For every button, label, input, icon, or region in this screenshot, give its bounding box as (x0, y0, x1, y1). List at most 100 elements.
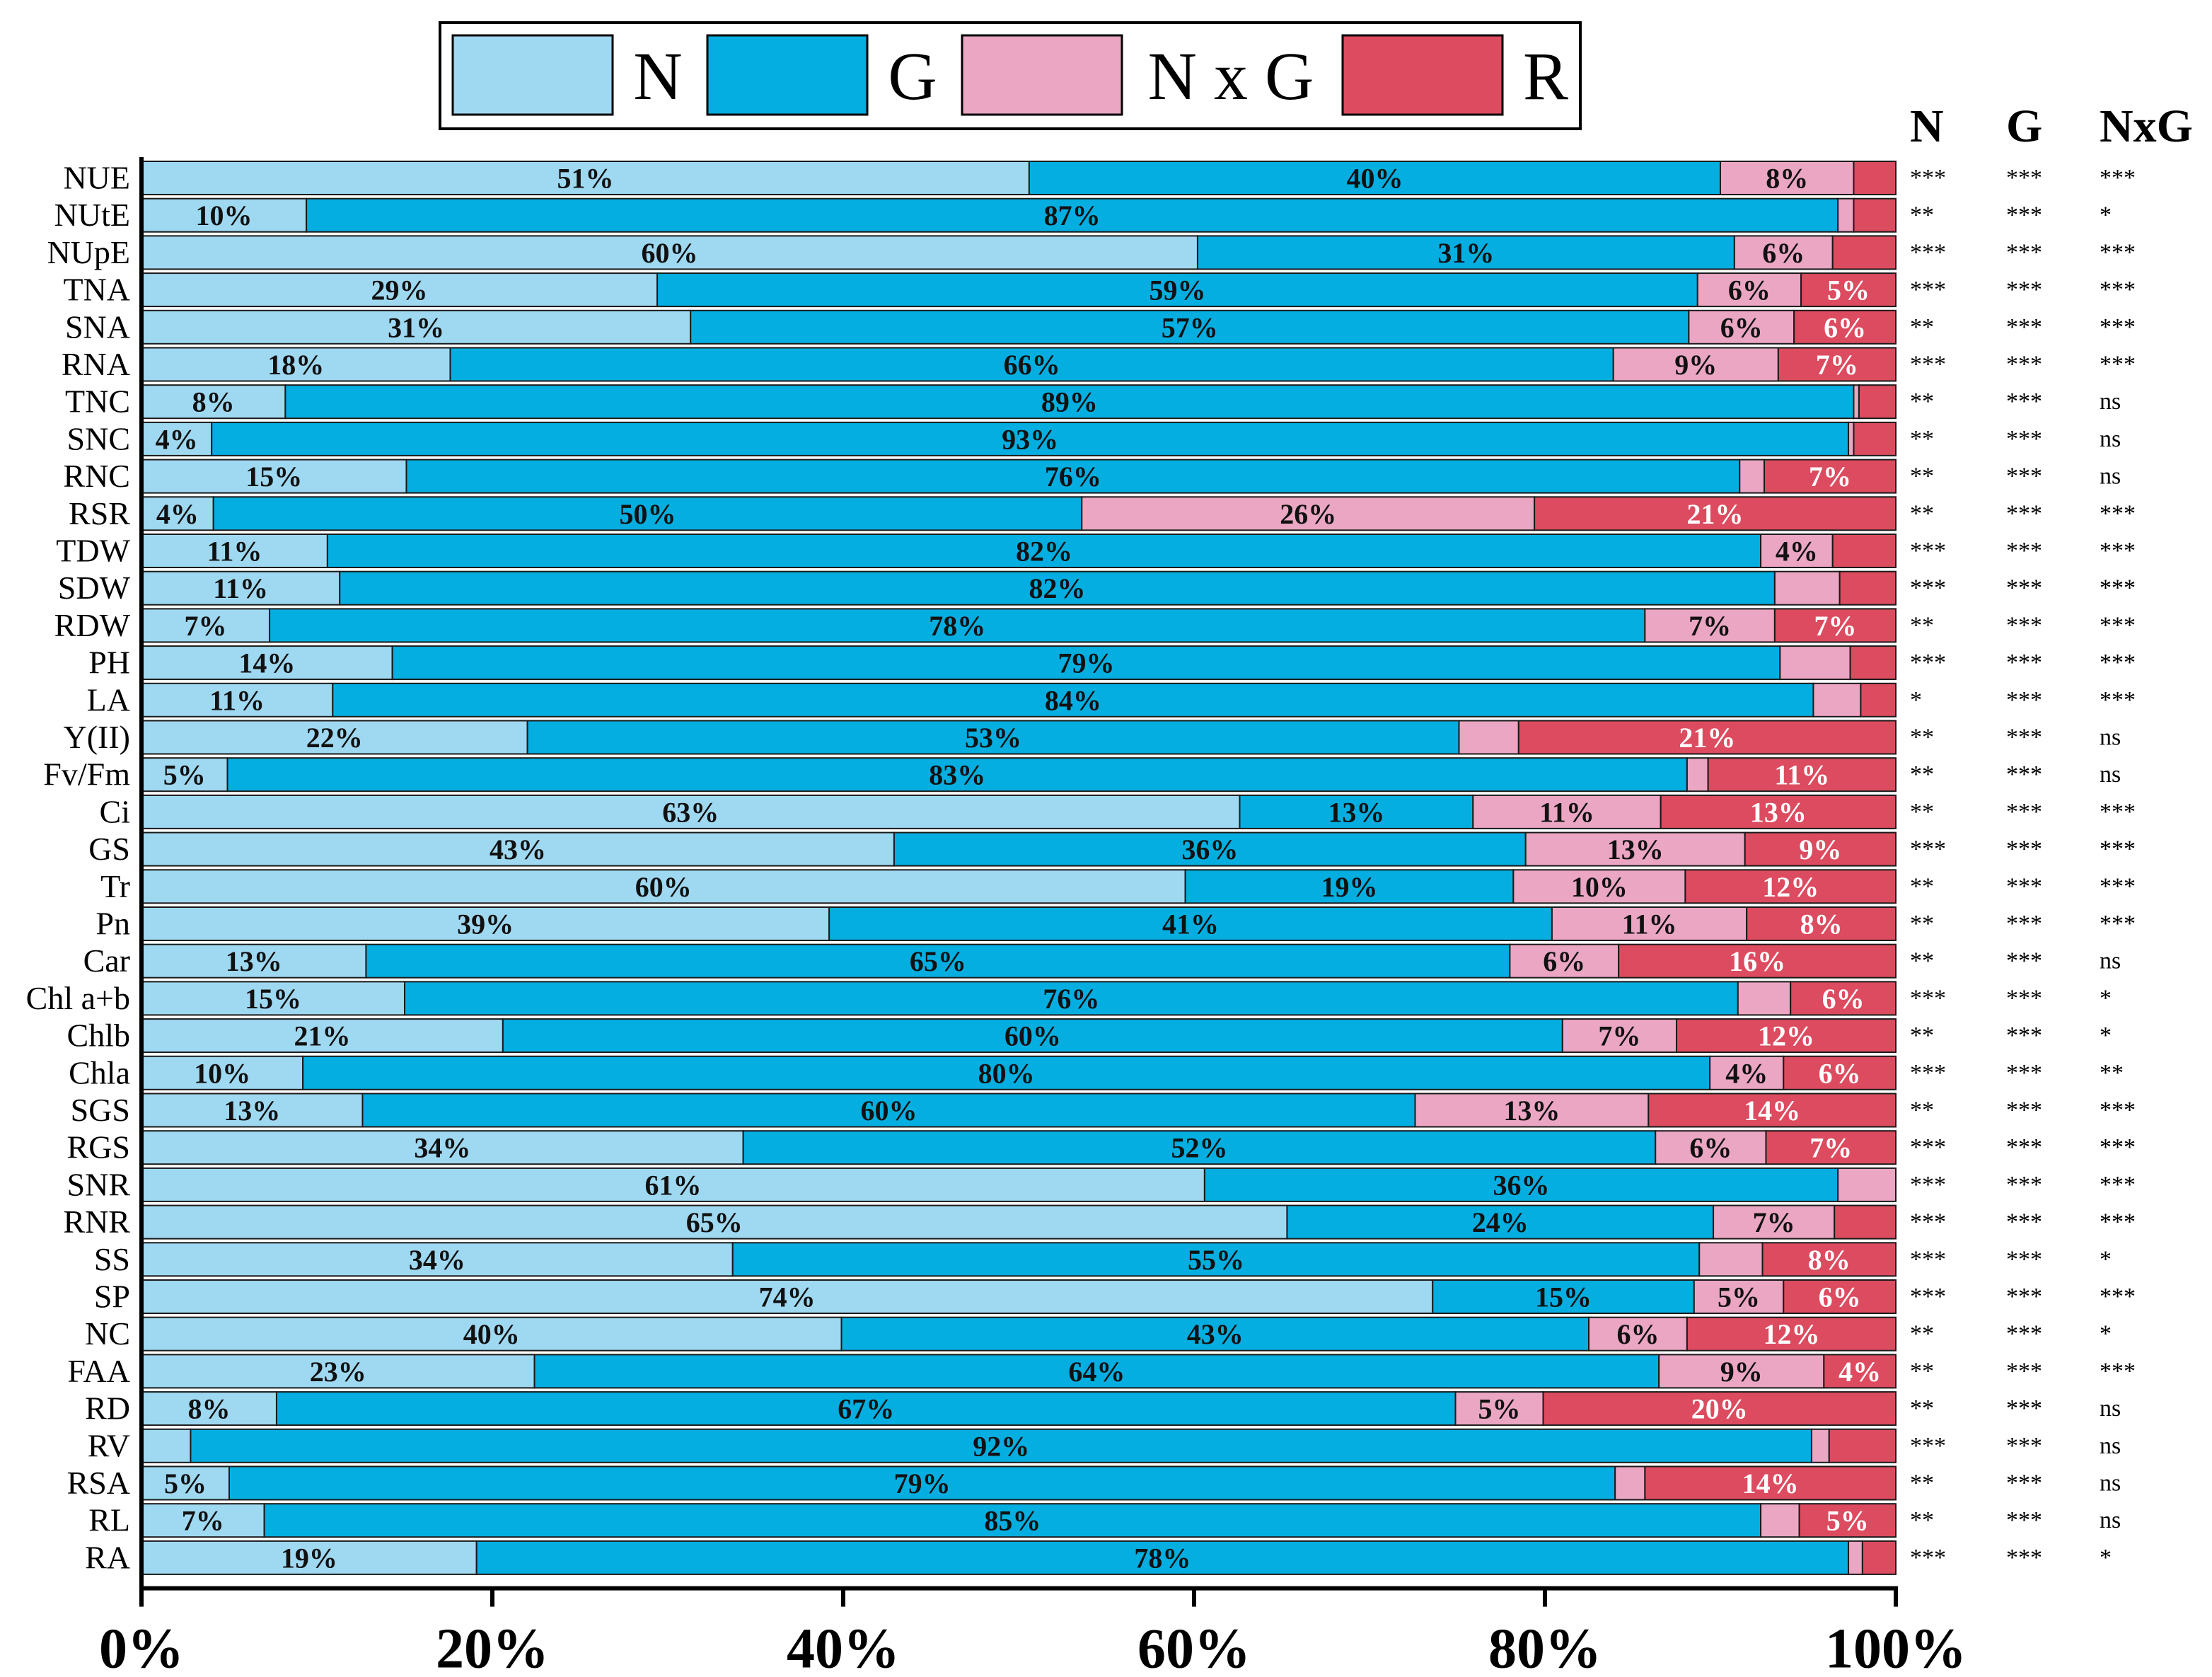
bar-label-SDW-N: 11% (213, 572, 268, 604)
bar-label-SNR-G: 36% (1493, 1169, 1550, 1201)
sig-value-Y(II)-G: *** (2006, 725, 2042, 751)
sig-value-SS-NxG: * (2100, 1246, 2112, 1272)
bar-row-RSR: 4% 50% 26% 21% (141, 496, 1897, 531)
bar-row-FAA: 23% 64% 9% 4% (141, 1354, 1897, 1389)
category-label: SDW (58, 570, 131, 606)
bar-label-SDW-G: 82% (1029, 572, 1086, 604)
bar-segment-PH-NxG (1779, 645, 1851, 681)
bar-segment-SNC-G (211, 421, 1850, 456)
sig-value-PH-G: *** (2006, 650, 2042, 676)
bar-segment-RSR-N (141, 496, 214, 531)
bar-row-Car: 13% 65% 6% 16% (141, 943, 1897, 979)
bar-row-RNC: 15% 76% 7% (141, 459, 1897, 494)
bar-segment-RNA-G (449, 347, 1614, 382)
bar-label-LA-N: 11% (209, 684, 265, 716)
sig-value-Ci-NxG: *** (2100, 799, 2136, 825)
bar-row-RNR: 65% 24% 7% (141, 1204, 1897, 1240)
bar-segment-RNR-NxG (1713, 1204, 1836, 1240)
bar-label-RSR-N: 4% (156, 498, 199, 530)
bar-segment-RGS-G (742, 1130, 1657, 1165)
sig-value-NUtE-G: *** (2006, 202, 2042, 229)
bar-segment-SNA-R (1793, 309, 1897, 345)
x-tick-label: 40% (787, 1618, 900, 1677)
sig-value-NUtE-N: ** (1910, 202, 1934, 229)
bar-segment-SDW-G (339, 570, 1776, 606)
sig-value-Car-NxG: ns (2100, 948, 2121, 974)
category-label: RD (85, 1390, 130, 1427)
bar-segment-NUE-R (1853, 161, 1897, 195)
bar-segment-NUtE-N (141, 197, 308, 233)
category-label: LA (87, 681, 130, 718)
bar-segment-RA-NxG (1848, 1540, 1863, 1575)
bar-segment-RNA-R (1777, 347, 1897, 382)
bar-label-RNA-R: 7% (1816, 349, 1858, 381)
sig-value-Car-N: ** (1910, 948, 1934, 974)
bar-label-SNA-R: 6% (1824, 311, 1866, 343)
bar-label-RGS-N: 34% (414, 1132, 470, 1164)
sig-value-NUE-NxG: *** (2100, 165, 2136, 191)
bar-segment-SNC-R (1853, 421, 1897, 456)
bar-label-TNA-G: 59% (1149, 275, 1205, 306)
bar-label-RDW-NxG: 7% (1689, 610, 1731, 642)
bar-segment-SS-R (1761, 1242, 1897, 1277)
bar-label-Y(II)-R: 21% (1679, 722, 1735, 754)
bar-label-RL-N: 7% (182, 1505, 224, 1537)
legend-label-r: R (1523, 38, 1568, 114)
bar-segment-LA-R (1860, 682, 1897, 718)
sig-value-LA-G: *** (2006, 687, 2042, 713)
bar-label-Pn-G: 41% (1162, 909, 1219, 940)
bar-label-RSA-G: 79% (894, 1468, 951, 1499)
sig-value-Chlb-N: ** (1910, 1022, 1934, 1049)
sig-value-Ci-N: ** (1910, 799, 1934, 825)
legend-swatch-r (1341, 34, 1504, 116)
bar-segment-TDW-R (1831, 534, 1897, 568)
bar-segment-Pn-N (141, 906, 830, 941)
sig-value-RNR-NxG: *** (2100, 1209, 2136, 1235)
category-label: Chlb (67, 1018, 130, 1054)
bar-row-RV: 92% (141, 1428, 1897, 1463)
sig-value-RNC-N: ** (1910, 463, 1934, 490)
category-label: RSA (67, 1465, 130, 1501)
bar-segment-Chla-N (141, 1055, 304, 1090)
bar-label-RNC-R: 7% (1809, 461, 1851, 492)
bar-label-RD-N: 8% (187, 1393, 230, 1425)
bar-segment-RDW-R (1773, 608, 1897, 643)
bar-label-RGS-R: 7% (1809, 1132, 1852, 1164)
sig-value-SNR-N: *** (1910, 1172, 1946, 1198)
bar-segment-TDW-G (326, 534, 1762, 568)
bar-segment-NC-G (840, 1316, 1589, 1352)
bar-label-SNR-N: 61% (644, 1169, 701, 1201)
bar-segment-Chlb-NxG (1561, 1018, 1678, 1054)
bar-label-Chla-NxG: 4% (1725, 1057, 1768, 1089)
bar-label-SP-R: 6% (1819, 1281, 1861, 1313)
bar-segment-RA-R (1861, 1540, 1897, 1575)
sig-value-RDW-NxG: *** (2100, 612, 2136, 638)
category-label: RL (88, 1502, 130, 1538)
sig-value-TNC-N: ** (1910, 388, 1934, 415)
bar-label-SGS-R: 14% (1744, 1095, 1800, 1126)
sig-value-NUpE-G: *** (2006, 239, 2042, 265)
category-label: RNR (63, 1204, 130, 1240)
category-label: Tr (100, 868, 130, 904)
bar-label-Tr-R: 12% (1762, 871, 1819, 903)
sig-value-Chla-G: *** (2006, 1060, 2042, 1086)
bar-segment-TNC-N (141, 384, 286, 420)
bar-segment-FAA-R (1823, 1354, 1897, 1389)
bar-segment-FAA-G (533, 1354, 1660, 1389)
bar-segment-RDW-G (269, 608, 1646, 643)
bar-segment-Y(II)-N (141, 720, 528, 755)
bar-label-Chla-N: 10% (194, 1057, 250, 1089)
bar-segment-SP-N (141, 1279, 1434, 1314)
bar-segment-NUpE-R (1831, 235, 1897, 270)
bar-segment-NUE-G (1028, 161, 1721, 195)
category-label: GS (88, 831, 130, 867)
bar-segment-RA-G (475, 1540, 1850, 1575)
bar-segment-RSR-R (1534, 496, 1897, 531)
bar-row-SNR: 61% 36% (141, 1167, 1897, 1202)
bar-segment-RL-N (141, 1503, 265, 1538)
bar-label-Tr-G: 19% (1321, 871, 1377, 903)
sig-value-TDW-G: *** (2006, 538, 2042, 564)
bar-label-RGS-G: 52% (1171, 1132, 1227, 1164)
